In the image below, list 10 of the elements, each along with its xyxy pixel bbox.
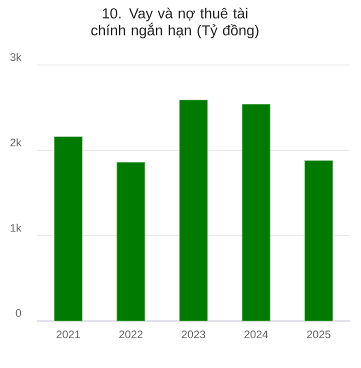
x-tick-label: 2021 <box>56 330 80 338</box>
y-tick-label: 3k <box>10 52 22 62</box>
y-tick-label: 1k <box>10 224 22 232</box>
y-tick-label: 0 <box>16 309 22 317</box>
x-tick-label: 2023 <box>182 330 206 338</box>
x-tick-label: 2025 <box>307 330 330 338</box>
y-tick-label: 2k <box>10 138 22 146</box>
x-tick-label: 2024 <box>244 330 268 338</box>
chart-title: 10. Vay và nợ thuê tài chính ngắn hạn (Tỷ đồng) <box>91 8 258 38</box>
x-tick-label: 2022 <box>119 330 143 338</box>
